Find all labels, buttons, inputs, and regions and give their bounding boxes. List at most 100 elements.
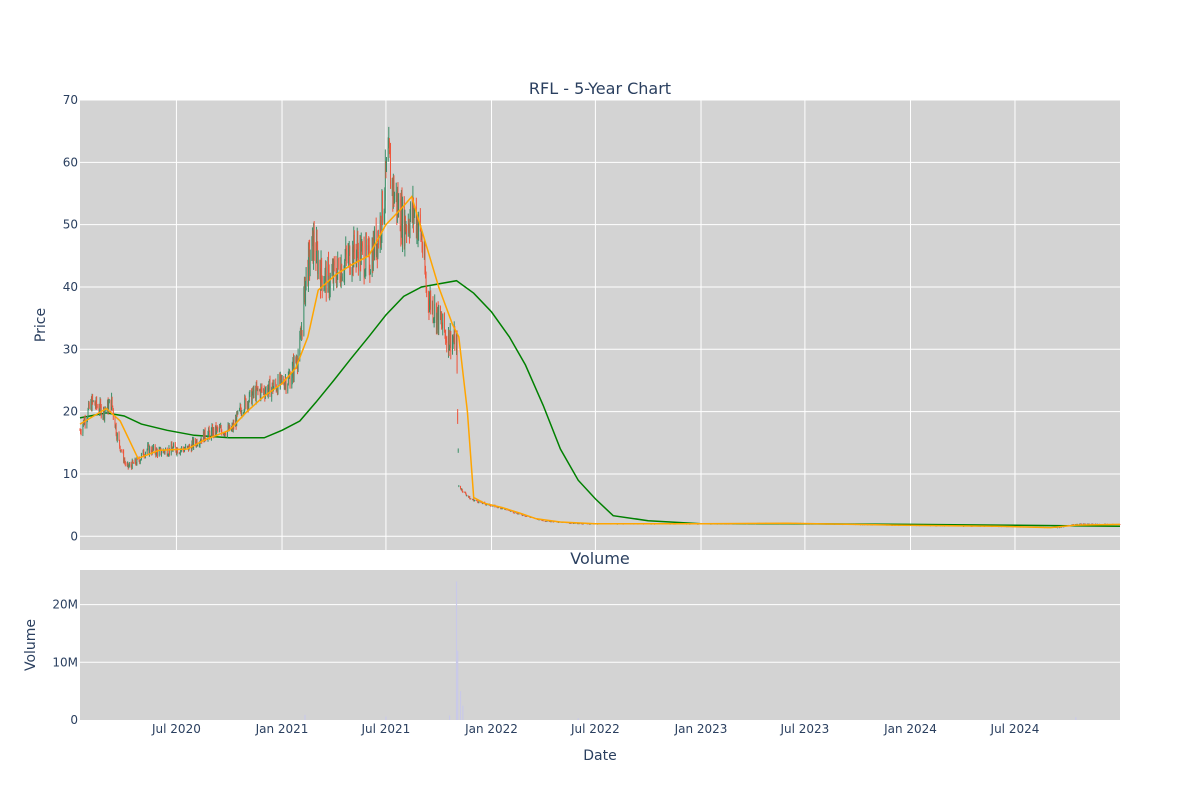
- candle-body: [299, 337, 301, 355]
- candle-body: [395, 192, 397, 196]
- candle-body: [510, 510, 511, 512]
- candle-body: [186, 446, 188, 447]
- candle-body: [313, 232, 315, 252]
- candle-body: [399, 199, 401, 232]
- candle-body: [192, 439, 194, 448]
- candle-body: [428, 292, 429, 305]
- candle-body: [92, 396, 93, 402]
- candle-body: [379, 220, 381, 245]
- candle-body: [360, 243, 362, 265]
- candle-body: [216, 427, 217, 434]
- candle-body: [309, 246, 310, 270]
- candle-body: [219, 427, 221, 428]
- candle-body: [224, 432, 226, 435]
- candle-body: [203, 431, 205, 442]
- candle-body: [552, 521, 554, 523]
- candle-body: [320, 274, 321, 291]
- candle-body: [474, 500, 476, 501]
- candle-body: [156, 448, 158, 451]
- candle-body: [497, 507, 499, 508]
- candle-body: [147, 444, 149, 446]
- candle-body: [317, 260, 319, 274]
- candle-body: [432, 302, 434, 321]
- candle-body: [544, 521, 546, 522]
- candle-body: [223, 433, 225, 435]
- date-x-tick-label: Jan 2021: [255, 722, 309, 736]
- candle-body: [351, 269, 353, 274]
- candle-body: [158, 449, 160, 456]
- candle-body: [203, 431, 204, 442]
- candle-body: [138, 458, 140, 461]
- candle-body: [142, 450, 144, 455]
- candle-body: [340, 265, 342, 286]
- volume-bar: [304, 714, 306, 720]
- candle-body: [265, 391, 266, 397]
- candle-body: [436, 312, 438, 330]
- candle-body: [526, 516, 527, 517]
- candle-body: [402, 202, 403, 241]
- candle-body: [95, 405, 96, 407]
- candle-body: [168, 454, 169, 456]
- candle-body: [421, 236, 423, 249]
- candle-body: [573, 523, 574, 524]
- candle-body: [525, 516, 527, 517]
- candle-body: [397, 195, 398, 214]
- candle-body: [384, 200, 386, 212]
- candle-body: [284, 383, 286, 389]
- candle-body: [192, 439, 193, 443]
- candle-body: [376, 243, 378, 257]
- candle-body: [337, 258, 339, 267]
- candle-body: [440, 306, 441, 319]
- candle-body: [388, 141, 390, 149]
- candle-body: [372, 247, 374, 270]
- volume-y-tick-label: 20M: [52, 598, 78, 612]
- candle-body: [353, 234, 355, 268]
- candle-body: [444, 313, 445, 331]
- candle-body: [393, 180, 394, 199]
- candle-body: [570, 523, 572, 524]
- date-x-tick-label: Jan 2022: [464, 722, 518, 736]
- candle-body: [331, 272, 333, 276]
- candle-body: [131, 460, 133, 469]
- candle-body: [94, 400, 96, 406]
- candle-body: [352, 246, 353, 270]
- volume-bar: [459, 691, 462, 720]
- candle-body: [1059, 527, 1061, 529]
- candle-body: [281, 379, 283, 380]
- candle-body: [209, 431, 211, 439]
- candle-body: [79, 430, 81, 431]
- candle-body: [1072, 524, 1074, 525]
- candle-body: [486, 504, 488, 506]
- candle-body: [361, 243, 363, 244]
- candle-body: [80, 432, 82, 434]
- candle-body: [406, 227, 407, 232]
- candle-body: [103, 408, 105, 419]
- candle-body: [420, 214, 421, 227]
- candle-body: [397, 195, 399, 213]
- candle-body: [424, 249, 426, 272]
- candle-body: [204, 429, 205, 442]
- candle-body: [453, 341, 454, 342]
- candle-body: [581, 523, 583, 525]
- candle-body: [148, 444, 150, 454]
- price-y-tick-label: 10: [63, 467, 78, 481]
- volume-bar: [577, 718, 579, 720]
- candle-body: [376, 243, 378, 256]
- candle-body: [244, 397, 246, 411]
- candle-body: [464, 491, 466, 493]
- candle-body: [510, 511, 512, 512]
- candle-body: [127, 463, 128, 466]
- candle-body: [96, 406, 98, 408]
- candle-body: [426, 289, 428, 293]
- candle-body: [417, 219, 418, 239]
- candle-body: [424, 249, 425, 254]
- candle-body: [316, 238, 318, 249]
- candle-body: [518, 513, 520, 515]
- candle-body: [193, 439, 194, 448]
- candle-body: [517, 513, 519, 515]
- candle-body: [382, 191, 383, 223]
- candle-body: [422, 248, 423, 254]
- candle-body: [279, 376, 281, 385]
- moving-average-fast-line: [79, 195, 1121, 529]
- candle-body: [456, 337, 458, 371]
